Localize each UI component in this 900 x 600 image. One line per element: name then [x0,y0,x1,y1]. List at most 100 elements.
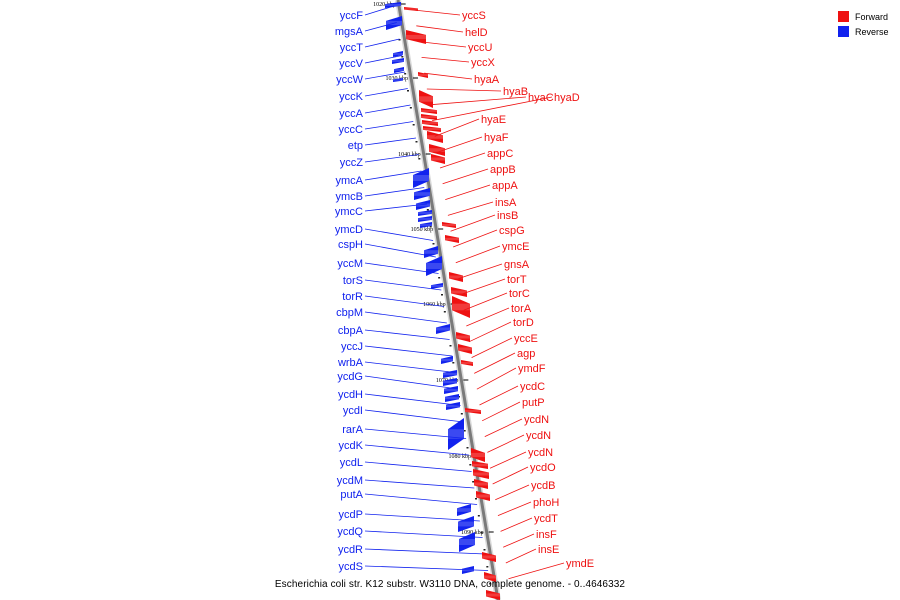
forward-gene-leader [424,72,473,80]
reverse-gene-label-yccz: yccZ [340,157,364,169]
reverse-gene-block [418,210,432,216]
reverse-gene-label-ymcb: ymcB [336,191,364,203]
reverse-gene-block [420,222,432,228]
reverse-gene-block [394,67,404,73]
reverse-gene-label-rara: rarA [342,424,363,436]
reverse-gene-leader [364,279,442,291]
reverse-gene-leader [364,38,400,48]
axis-dot [443,311,446,313]
forward-gene-label-hyaf: hyaF [484,132,509,144]
reverse-gene-label-wrba: wrbA [337,357,364,369]
kbp-label: 1020 kbp [373,2,396,8]
reverse-gene-label-yccv: yccV [339,58,364,70]
reverse-gene-label-ycdr: ycdR [338,544,363,556]
reverse-gene-block [426,256,442,276]
forward-gene-label-hyad: hyaD [554,92,580,104]
reverse-gene-label-ycdi: ycdI [343,405,363,417]
reverse-gene-label-torr: torR [342,291,363,303]
reverse-gene-label-ymcc: ymcC [335,206,363,218]
axis-dot [483,549,486,551]
kbp-label: 1090 kbp [461,530,484,536]
reverse-gene-block [443,378,457,386]
axis-dot [398,39,401,41]
forward-gene-label-ycdn: ycdN [524,414,549,426]
forward-gene-label-ycdo: ycdO [530,462,556,474]
axis-dot [475,498,477,500]
reverse-gene-leader [364,154,419,163]
forward-gene-label-hyaa: hyaA [474,74,500,86]
reverse-gene-label-csph: cspH [338,239,363,251]
forward-gene-leader [439,152,486,169]
forward-gene-leader [458,263,503,279]
reverse-gene-leader [364,444,469,456]
reverse-gene-leader [364,428,467,439]
reverse-gene-label-puta: putA [340,489,363,501]
axis-dot [460,413,463,415]
forward-gene-label-ycdt: ycdT [534,513,558,525]
forward-gene-leader [476,367,517,390]
forward-gene-label-appc: appC [487,148,513,160]
axis-dot [449,345,452,347]
forward-gene-leader [503,533,535,548]
forward-gene-leader [453,229,498,248]
forward-gene-leader [426,88,502,92]
forward-gene-label-putp: putP [522,397,545,409]
axis-dot [429,226,432,228]
forward-gene-block [449,272,463,282]
forward-gene-label-yccu: yccU [468,42,493,54]
reverse-gene-label-yccm: yccM [337,258,363,270]
axis-dot [418,158,421,160]
reverse-gene-label-ycdg: ycdG [337,371,363,383]
forward-gene-leader [500,517,533,532]
forward-gene-block [429,144,445,156]
reverse-gene-label-yccc: yccC [339,124,364,136]
forward-gene-leader [466,307,510,327]
reverse-gene-leader [364,243,436,258]
reverse-gene-block [448,418,464,450]
axis-dot [432,243,435,245]
axis-dot [409,107,412,109]
reverse-gene-block [445,394,459,402]
forward-gene-block [474,479,488,489]
forward-gene-block [442,222,456,228]
forward-swatch [838,11,849,22]
axis-dot [486,566,489,568]
forward-gene-label-ycce: yccE [514,333,538,345]
forward-gene-block [482,552,496,562]
forward-gene-leader [450,214,496,232]
reverse-gene-leader [364,461,472,472]
forward-gene-leader [484,418,523,437]
forward-gene-block [471,448,485,462]
reverse-gene-block [446,402,460,410]
forward-gene-leader [442,168,489,185]
forward-gene-block [422,120,438,126]
forward-gene-label-tord: torD [513,317,534,329]
reverse-gene-label-ycdk: ycdK [339,440,364,452]
legend-item-reverse: Reverse [838,24,889,39]
axis-dot [480,532,483,534]
reverse-gene-label-yccf: yccF [340,10,364,22]
reverse-gene-label-ycdh: ycdH [338,389,363,401]
legend-reverse-label: Reverse [855,26,889,37]
reverse-gene-label-ycds: ycdS [339,561,363,573]
kbp-label: 1080 kbp [449,454,472,460]
forward-gene-label-insb: insB [497,210,518,222]
reverse-gene-leader [364,493,478,505]
forward-gene-label-appa: appA [492,180,518,192]
forward-gene-block [472,461,488,469]
forward-gene-leader [413,9,461,16]
reverse-gene-block [457,504,471,516]
forward-gene-leader [492,466,529,485]
forward-gene-leader [487,434,525,453]
forward-gene-leader [429,96,527,106]
reverse-gene-label-ycdq: ycdQ [337,526,363,538]
reverse-gene-label-ycdp: ycdP [339,509,363,521]
forward-gene-label-tora: torA [511,303,532,315]
forward-gene-block [421,114,437,120]
forward-gene-leader [489,451,527,469]
axis-dot [401,56,404,58]
reverse-gene-leader [364,22,397,32]
forward-gene-leader [434,118,480,137]
forward-gene-label-inse: insE [538,544,559,556]
reverse-gene-block [414,188,430,200]
